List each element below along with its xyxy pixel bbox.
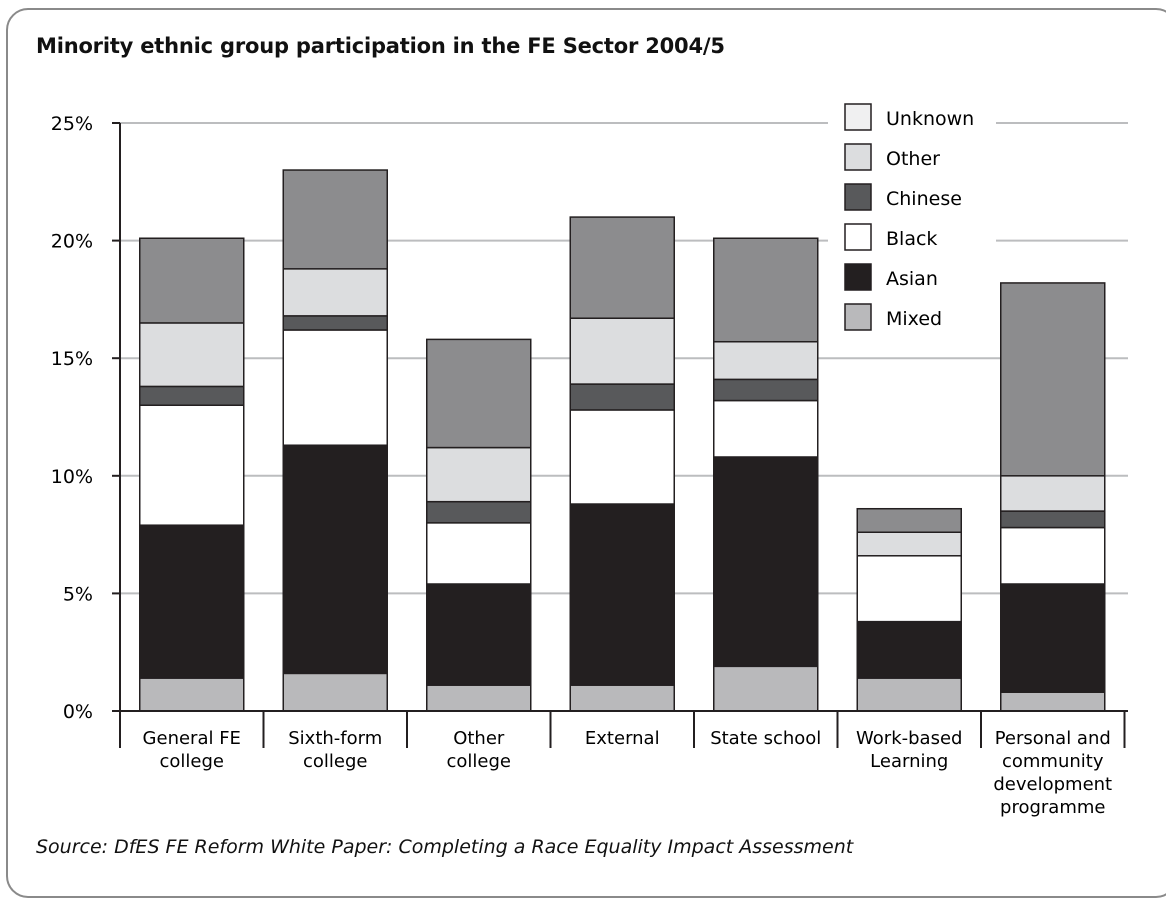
bar-segment-chinese xyxy=(713,378,819,402)
x-tick-label: State school xyxy=(710,728,821,749)
legend-swatch-unknown xyxy=(844,103,872,131)
bar-segment-black xyxy=(1000,526,1106,585)
bar-segment-mixed xyxy=(282,672,388,712)
bar-segment-unknown xyxy=(282,169,388,270)
bar-segment-asian xyxy=(139,524,245,679)
bar-segment-chinese xyxy=(139,385,245,406)
x-tick-label: Sixth-form xyxy=(288,728,382,749)
x-tick-label: Other xyxy=(453,728,505,749)
bar-segment-chinese xyxy=(282,315,388,331)
bar-segment-asian xyxy=(713,456,819,668)
bar-segment-other xyxy=(1000,475,1106,512)
bar-segment-mixed xyxy=(713,665,819,712)
bar-segment-other xyxy=(569,317,675,385)
bar-segment-chinese xyxy=(426,500,532,524)
y-tick-label: 15% xyxy=(51,348,93,370)
bar-segment-black xyxy=(282,329,388,446)
x-tick-label: General FE xyxy=(143,728,241,749)
legend-swatch-asian xyxy=(844,263,872,291)
x-tick-label: community xyxy=(1002,751,1104,772)
x-tick-label: External xyxy=(585,728,660,749)
bar-segment-mixed xyxy=(139,677,245,712)
bar-segment-black xyxy=(569,409,675,505)
bar-segment-asian xyxy=(569,503,675,686)
bar-segment-black xyxy=(713,399,819,458)
x-tick-label: development xyxy=(993,774,1112,795)
bar-segment-mixed xyxy=(1000,691,1106,712)
bar-segment-unknown xyxy=(426,338,532,449)
bar-segment-asian xyxy=(282,444,388,675)
x-tick-label: Work-based xyxy=(856,728,962,749)
legend-label-black: Black xyxy=(886,228,937,250)
bar-segment-unknown xyxy=(569,216,675,319)
legend-swatch-black xyxy=(844,223,872,251)
bar-segment-chinese xyxy=(1000,510,1106,529)
legend-swatch-chinese xyxy=(844,183,872,211)
x-tick-label: Learning xyxy=(870,751,948,772)
legend-label-chinese: Chinese xyxy=(886,188,962,210)
y-tick-label: 20% xyxy=(51,231,93,253)
y-tick-label: 0% xyxy=(63,701,93,723)
bar-segment-chinese xyxy=(569,383,675,411)
bar-segment-black xyxy=(426,522,532,585)
legend-label-unknown: Unknown xyxy=(886,108,974,130)
bar-segment-other xyxy=(426,446,532,503)
bar-segment-unknown xyxy=(856,507,962,533)
bar-segment-unknown xyxy=(1000,282,1106,477)
legend-label-mixed: Mixed xyxy=(886,308,942,330)
legend-label-asian: Asian xyxy=(886,268,938,290)
bar-segment-asian xyxy=(856,620,962,679)
chart-source: Source: DfES FE Reform White Paper: Comp… xyxy=(36,836,854,858)
bar-segment-asian xyxy=(1000,583,1106,693)
bar-segment-mixed xyxy=(856,677,962,712)
bar-segment-asian xyxy=(426,583,532,686)
bar-segment-black xyxy=(856,555,962,623)
x-tick-label: college xyxy=(303,751,368,772)
bar-segment-black xyxy=(139,404,245,526)
bar-segment-other xyxy=(856,531,962,557)
legend-swatch-mixed xyxy=(844,303,872,331)
legend-label-other: Other xyxy=(886,148,940,170)
y-tick-label: 10% xyxy=(51,466,93,488)
y-tick-label: 5% xyxy=(63,583,93,605)
x-tick-label: college xyxy=(447,751,512,772)
x-tick-label: programme xyxy=(1000,797,1105,818)
legend-swatch-other xyxy=(844,143,872,171)
chart-title: Minority ethnic group participation in t… xyxy=(36,34,725,58)
bar-segment-other xyxy=(282,268,388,317)
bar-segment-other xyxy=(139,322,245,388)
bar-segment-mixed xyxy=(569,684,675,712)
x-tick-label: college xyxy=(160,751,225,772)
bar-segment-unknown xyxy=(139,237,245,324)
bar-segment-other xyxy=(713,340,819,381)
x-tick-label: Personal and xyxy=(995,728,1111,749)
bar-segment-unknown xyxy=(713,237,819,343)
y-tick-label: 25% xyxy=(51,113,93,135)
bar-segment-mixed xyxy=(426,684,532,712)
